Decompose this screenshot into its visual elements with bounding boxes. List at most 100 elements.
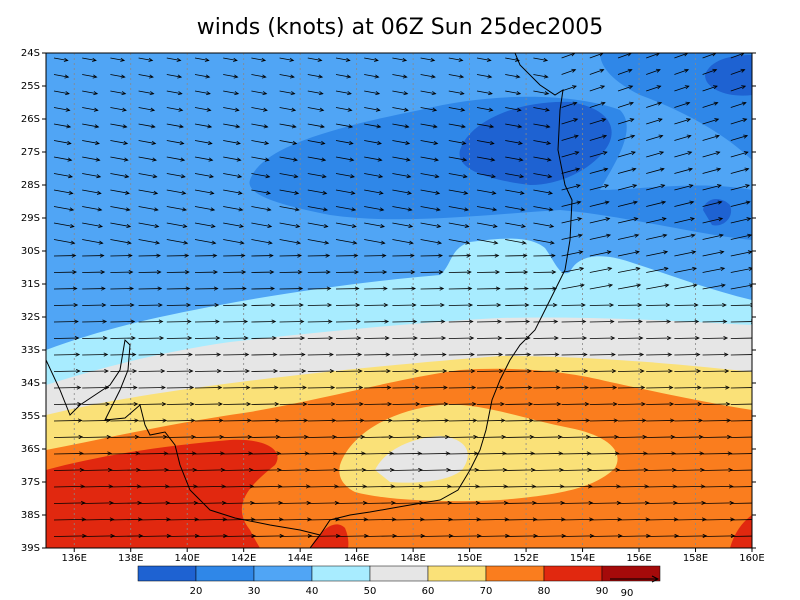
wind-arrowhead [582, 336, 588, 341]
wind-arrowhead [521, 223, 527, 229]
wind-arrow [448, 420, 477, 422]
wind-arrow [251, 206, 271, 211]
wind-arrowhead [362, 484, 368, 489]
wind-arrow [138, 502, 170, 504]
wind-arrowhead [137, 517, 143, 522]
wind-arrow [335, 222, 356, 228]
wind-arrowhead [502, 451, 507, 456]
wind-arrowhead [556, 401, 562, 407]
wind-arrow [674, 518, 706, 521]
wind-arrowhead [446, 467, 452, 473]
wind-arrow [223, 57, 238, 61]
wind-arrow [166, 123, 184, 128]
wind-arrow [335, 518, 368, 521]
wind-arrowhead [176, 57, 182, 62]
wind-arrow [251, 420, 280, 422]
wind-arrow [730, 453, 752, 455]
wind-arrow [730, 519, 752, 521]
wind-arrow [674, 53, 688, 59]
wind-arrowhead [279, 533, 285, 539]
reference-arrowhead [651, 575, 660, 583]
wind-arrowhead [323, 207, 328, 212]
wind-arrowhead [498, 352, 504, 357]
wind-arrow [533, 354, 559, 356]
wind-arrow [646, 151, 664, 158]
wind-arrowhead [357, 352, 363, 357]
wind-arrowhead [70, 240, 76, 245]
wind-arrowhead [444, 418, 450, 423]
wind-arrow [448, 156, 467, 161]
wind-arrow [335, 469, 366, 471]
wind-arrow [335, 74, 351, 78]
wind-arrow [166, 74, 182, 78]
wind-arrowhead [69, 223, 75, 229]
lon-label: 150E [457, 553, 482, 564]
wind-arrowhead [718, 217, 724, 222]
wind-arrowhead [121, 91, 127, 96]
wind-arrowhead [576, 200, 582, 205]
wind-arrow [335, 57, 350, 61]
lon-label: 160E [739, 553, 764, 564]
wind-arrowhead [207, 124, 213, 129]
wind-arrowhead [407, 207, 413, 212]
wind-arrow [82, 173, 101, 178]
wind-arrow [279, 156, 298, 161]
wind-arrowhead [552, 286, 558, 291]
wind-arrowhead [233, 74, 239, 79]
wind-arrowhead [130, 319, 136, 324]
wind-arrowhead [411, 303, 417, 308]
wind-arrow [646, 53, 660, 59]
wind-arrow [589, 168, 608, 174]
wind-arrowhead [697, 401, 703, 407]
wind-arrowhead [659, 167, 665, 172]
wind-arrow [392, 239, 413, 244]
wind-arrowhead [166, 517, 171, 522]
wind-arrowhead [392, 533, 398, 539]
wind-arrowhead [551, 270, 557, 275]
wind-arrowhead [589, 533, 595, 539]
wind-arrow [223, 156, 241, 161]
wind-arrow [392, 222, 413, 228]
reference-label: 90 [621, 588, 634, 599]
wind-arrow [448, 107, 465, 111]
wind-arrow [166, 206, 187, 211]
wind-arrow [589, 436, 619, 438]
wind-arrowhead [269, 253, 274, 258]
wind-arrow [448, 535, 481, 537]
wind-arrow [53, 74, 69, 78]
wind-arrow [505, 107, 521, 111]
wind-arrow [82, 535, 115, 537]
wind-arrowhead [207, 140, 213, 145]
band-under-20 [459, 101, 612, 185]
wind-arrow [194, 535, 228, 537]
wind-arrowhead [189, 385, 195, 390]
wind-arrowhead [66, 124, 72, 129]
wind-arrow [589, 535, 622, 537]
wind-arrow [505, 222, 526, 228]
wind-arrowhead [525, 336, 531, 341]
wind-arrowhead [383, 286, 388, 291]
wind-arrow [730, 403, 752, 405]
wind-arrow [730, 218, 751, 224]
wind-arrow [279, 469, 310, 471]
wind-arrowhead [126, 223, 132, 229]
wind-arrowhead [77, 401, 82, 407]
wind-arrowhead [608, 283, 614, 288]
wind-arrowhead [241, 270, 247, 275]
wind-arrowhead [120, 57, 126, 62]
wind-arrowhead [233, 57, 238, 62]
wind-arrowhead [607, 266, 613, 271]
wind-arrowhead [546, 157, 552, 162]
wind-arrowhead [714, 134, 720, 139]
wind-arrowhead [441, 352, 447, 357]
wind-arrowhead [272, 336, 277, 341]
wind-arrow [617, 420, 646, 422]
wind-arrow [110, 173, 129, 178]
wind-arrow [307, 420, 336, 422]
wind-arrow [110, 140, 128, 144]
wind-arrow [166, 222, 187, 228]
wind-arrowhead [136, 467, 141, 473]
wind-arrow [533, 535, 566, 537]
wind-arrow [589, 420, 618, 422]
wind-arrowhead [98, 223, 104, 229]
